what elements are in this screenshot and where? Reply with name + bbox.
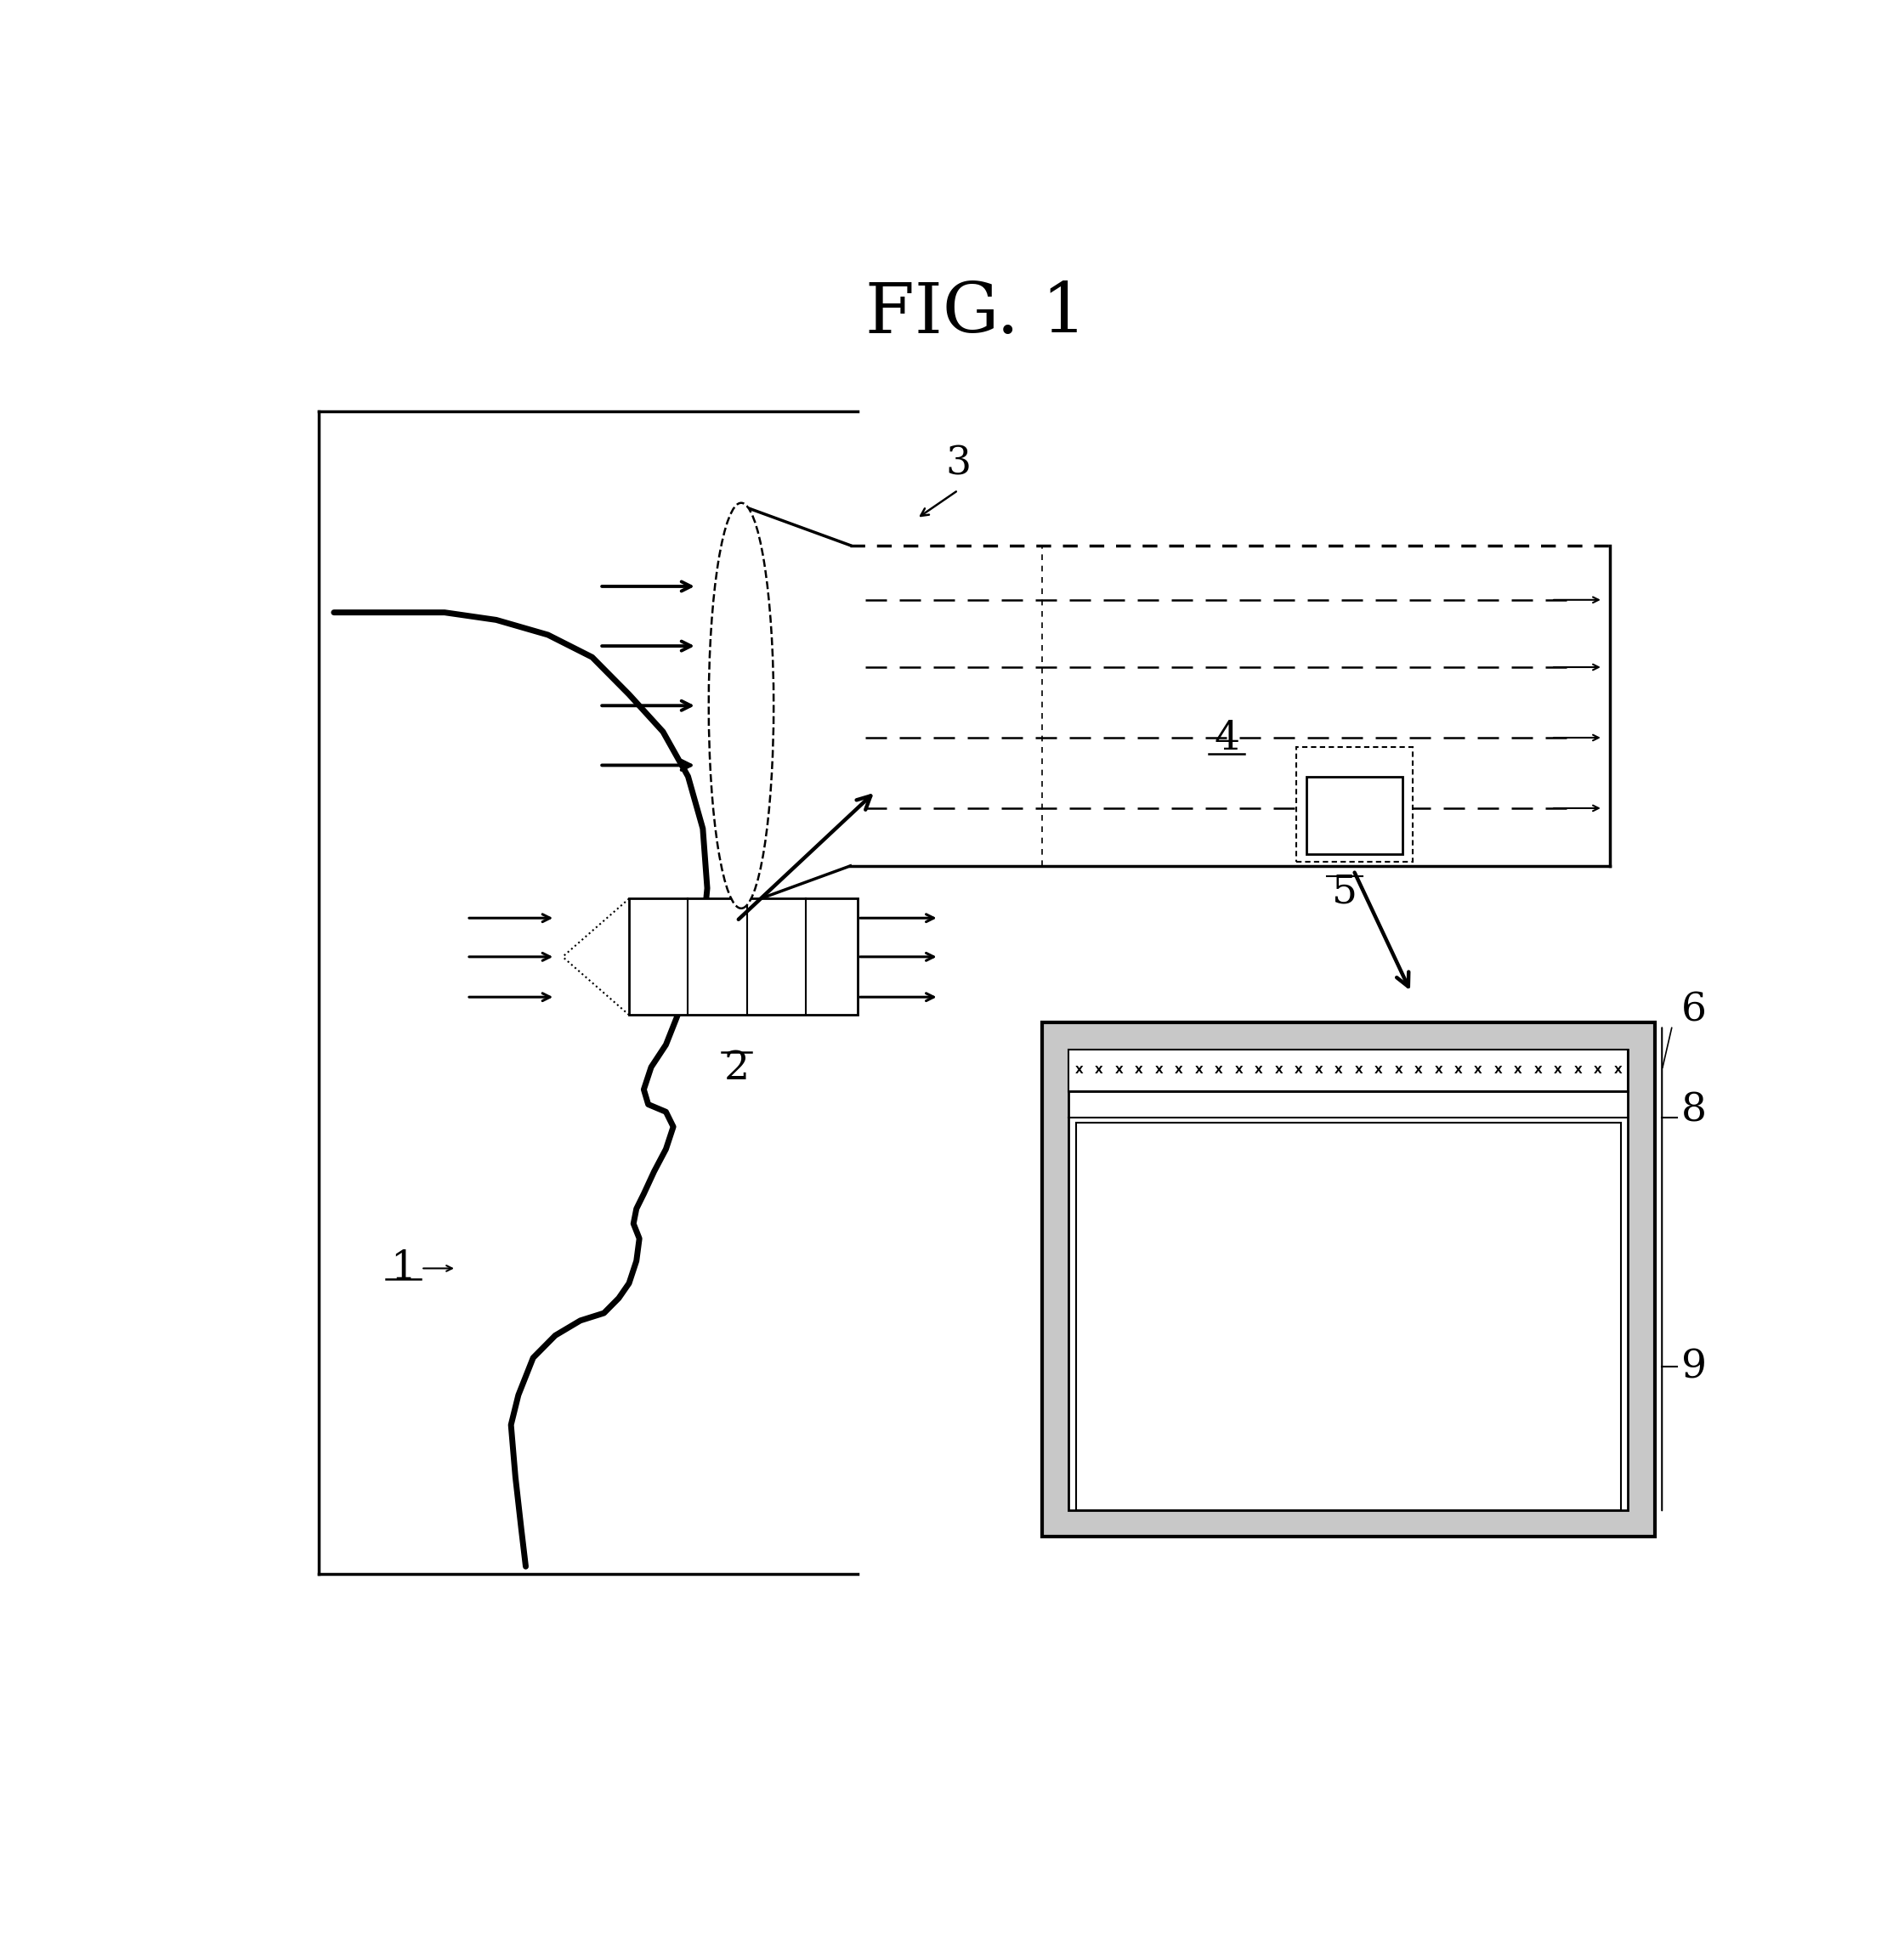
Text: X: X	[1274, 1065, 1283, 1076]
Text: X: X	[1234, 1065, 1243, 1076]
Bar	[1076, 1123, 1620, 1510]
Text: X: X	[1455, 1065, 1462, 1076]
Text: X: X	[1215, 1065, 1222, 1076]
Text: 8: 8	[1681, 1092, 1706, 1129]
Text: 5: 5	[1333, 873, 1358, 912]
Text: X: X	[1314, 1065, 1323, 1076]
Text: X: X	[1255, 1065, 1262, 1076]
Text: 1: 1	[390, 1249, 417, 1287]
Text: X: X	[1335, 1065, 1342, 1076]
Text: X: X	[1074, 1065, 1083, 1076]
Bar	[1306, 776, 1401, 854]
Text: X: X	[1594, 1065, 1601, 1076]
Text: X: X	[1495, 1065, 1502, 1076]
Text: X: X	[1354, 1065, 1363, 1076]
Text: FIG. 1: FIG. 1	[864, 281, 1087, 348]
Text: 9: 9	[1681, 1347, 1706, 1386]
Text: X: X	[1295, 1065, 1302, 1076]
Text: X: X	[1154, 1065, 1163, 1076]
Text: X: X	[1375, 1065, 1382, 1076]
Bar	[1297, 747, 1413, 862]
Text: 3: 3	[944, 443, 971, 482]
Text: 6: 6	[1681, 991, 1706, 1030]
Text: 7: 7	[1076, 1080, 1099, 1117]
Text: 2: 2	[724, 1049, 750, 1088]
Text: X: X	[1535, 1065, 1542, 1076]
Text: X: X	[1175, 1065, 1182, 1076]
Text: X: X	[1095, 1065, 1102, 1076]
Bar	[628, 898, 857, 1014]
Text: X: X	[1615, 1065, 1622, 1076]
Text: 4: 4	[1215, 720, 1240, 759]
Text: X: X	[1554, 1065, 1561, 1076]
Text: X: X	[1575, 1065, 1582, 1076]
Text: X: X	[1434, 1065, 1443, 1076]
Text: X: X	[1415, 1065, 1422, 1076]
Bar	[1068, 1049, 1628, 1092]
Text: X: X	[1394, 1065, 1403, 1076]
Ellipse shape	[708, 503, 773, 908]
Text: X: X	[1474, 1065, 1483, 1076]
Bar	[1068, 1049, 1628, 1510]
Text: X: X	[1514, 1065, 1523, 1076]
Text: X: X	[1194, 1065, 1203, 1076]
Bar	[1041, 1022, 1655, 1537]
Text: X: X	[1135, 1065, 1142, 1076]
Text: X: X	[1114, 1065, 1123, 1076]
